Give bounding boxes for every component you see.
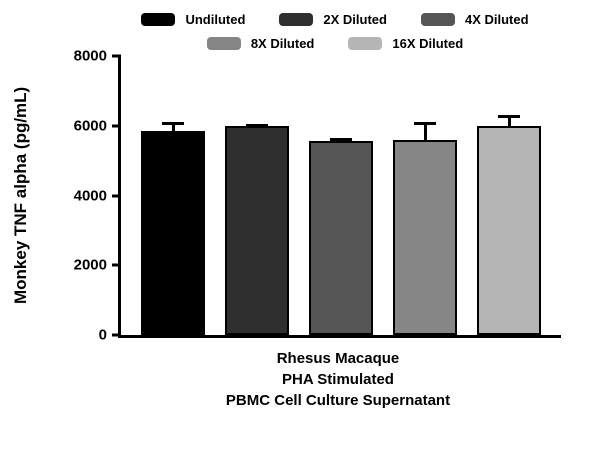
error-bar <box>414 122 436 140</box>
legend-label: 16X Diluted <box>392 36 464 51</box>
bar-group <box>477 56 541 335</box>
bar <box>477 125 541 335</box>
error-bar-cap <box>162 122 184 126</box>
y-tick-label: 4000 <box>73 187 107 204</box>
legend-item: 2X Diluted <box>279 12 387 27</box>
plot-area: 0 2000 4000 6000 8000 <box>74 48 561 344</box>
legend-item: 8X Diluted <box>206 36 315 51</box>
error-bar <box>498 114 520 126</box>
legend-label: 2X Diluted <box>323 12 387 27</box>
bars-row <box>121 56 561 335</box>
bar <box>309 140 373 335</box>
legend-item: 16X Diluted <box>348 36 463 51</box>
legend-swatch <box>206 37 241 50</box>
legend-item: 4X Diluted <box>420 12 529 27</box>
error-bar-cap <box>246 123 268 126</box>
error-bar-stem <box>423 125 427 140</box>
y-tick-mark <box>112 194 121 197</box>
y-tick-label: 8000 <box>73 47 107 65</box>
bar-group <box>393 56 457 335</box>
y-tick: 2000 <box>74 257 121 274</box>
y-tick-label: 2000 <box>73 256 107 274</box>
bar-group <box>225 56 289 335</box>
y-tick: 6000 <box>74 117 121 134</box>
x-caption-line: PBMC Cell Culture Supernatant <box>225 392 451 409</box>
y-tick: 8000 <box>74 48 121 65</box>
y-tick-label: 6000 <box>73 117 107 135</box>
error-bar <box>330 137 352 141</box>
legend-label: 4X Diluted <box>464 12 529 27</box>
error-bar <box>162 122 184 131</box>
legend: Undiluted 2X Diluted 4X Diluted 8X Diluted 1… <box>100 12 570 51</box>
legend-label: 8X Diluted <box>250 36 315 51</box>
x-caption-line: Rhesus Macaque <box>276 350 400 367</box>
error-bar-stem <box>171 125 175 131</box>
y-tick-mark <box>112 124 121 128</box>
bar <box>393 139 457 335</box>
bar-group <box>141 56 205 335</box>
legend-label: Undiluted <box>185 12 246 27</box>
y-axis-label: Monkey TNF alpha (pg/mL) <box>11 86 30 305</box>
bar-group <box>309 56 373 335</box>
legend-swatch <box>420 13 455 26</box>
legend-row: Undiluted 2X Diluted 4X Diluted <box>141 12 529 27</box>
y-tick-mark <box>112 54 121 58</box>
error-bar <box>246 123 268 126</box>
y-tick-mark <box>112 333 121 337</box>
bar <box>141 130 205 335</box>
legend-swatch <box>279 13 314 26</box>
x-caption-line: PHA Stimulated <box>282 371 394 388</box>
y-tick-mark <box>112 263 121 267</box>
error-bar-cap <box>414 122 436 126</box>
y-tick-label: 0 <box>98 326 107 344</box>
legend-swatch <box>141 13 176 26</box>
error-bar-cap <box>330 137 352 141</box>
error-bar-stem <box>507 117 511 126</box>
legend-row: 8X Diluted 16X Diluted <box>206 36 463 51</box>
x-axis-caption: Rhesus Macaque PHA Stimulated PBMC Cell Cu… <box>88 348 588 411</box>
y-tick: 4000 <box>74 187 121 204</box>
bar <box>225 125 289 335</box>
error-bar-cap <box>498 114 520 118</box>
legend-item: Undiluted <box>141 12 245 27</box>
legend-swatch <box>348 37 383 50</box>
y-tick: 0 <box>99 327 121 344</box>
